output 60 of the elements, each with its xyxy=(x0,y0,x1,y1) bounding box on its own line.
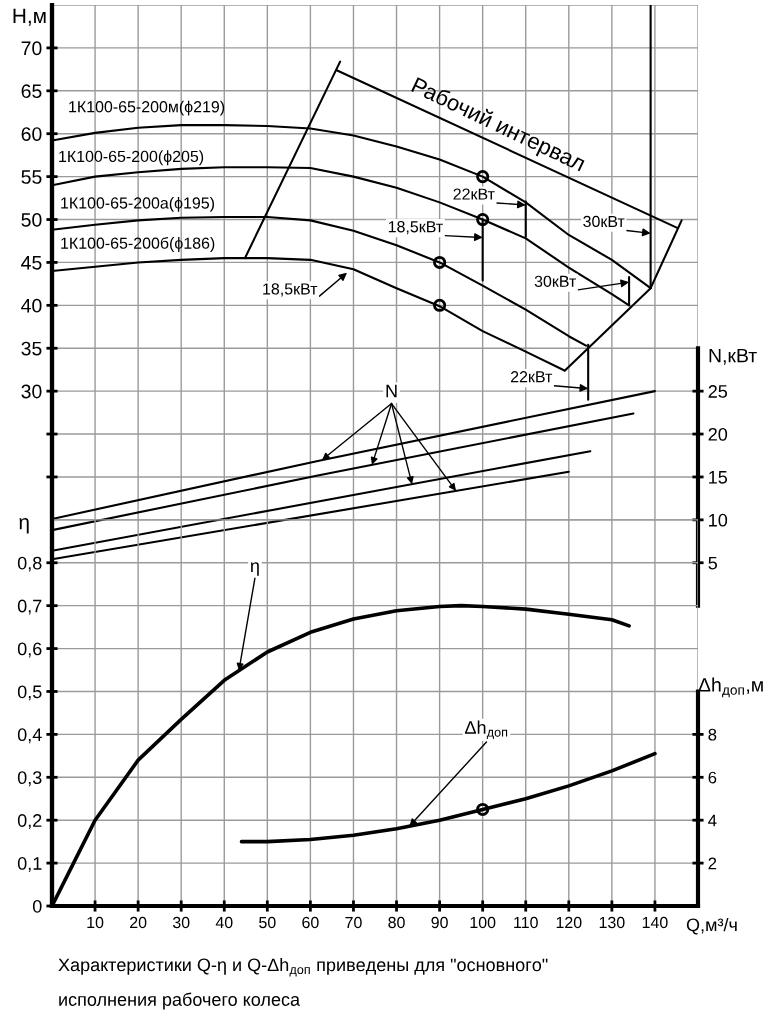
y-tick-label: 65 xyxy=(21,84,42,99)
y-tick-label: 0,1 xyxy=(17,857,42,872)
x-tick-label: 100 xyxy=(470,916,496,929)
y2-tick-label: 5 xyxy=(708,556,718,570)
series-label: 1К100-65-200а(ϕ195) xyxy=(61,196,215,212)
x-tick-label: 140 xyxy=(642,916,668,929)
annotation: 30кВт xyxy=(583,215,625,228)
y-tick-label: 0,7 xyxy=(17,599,42,615)
y-tick-label: 40 xyxy=(21,298,42,313)
y2-axis-title: N,кВт xyxy=(709,348,757,365)
annotation: 22кВт xyxy=(453,188,495,200)
x-tick-label: 130 xyxy=(599,916,625,929)
y-axis-title: η xyxy=(19,518,29,534)
annotation: 22кВт xyxy=(510,371,553,383)
x-tick-label: 70 xyxy=(345,916,362,929)
x-tick-label: 10 xyxy=(87,916,104,929)
y-tick-label: 60 xyxy=(21,127,42,141)
y2-axis-title: Δh$_{доп}$,м xyxy=(698,677,763,698)
y-tick-label: 45 xyxy=(21,256,42,270)
x-tick-label: 80 xyxy=(388,916,405,929)
annotation: 18,5кВт xyxy=(263,283,318,297)
y-tick-label: 0,5 xyxy=(17,685,42,701)
annotation: 30кВт xyxy=(534,275,576,288)
x-tick-label: 30 xyxy=(172,916,190,929)
series-label: 1К100-65-200б(ϕ186) xyxy=(61,236,215,253)
x-tick-label: 40 xyxy=(215,916,233,929)
y2-tick-label: 2 xyxy=(708,857,717,870)
x-tick-label: 20 xyxy=(130,916,147,929)
y-tick-label: 0 xyxy=(32,899,42,913)
text: Δh$_{доп}$ xyxy=(464,720,508,740)
y-tick-label: 0,6 xyxy=(17,642,42,658)
y-tick-label: 0,3 xyxy=(17,771,42,787)
text: N xyxy=(386,384,397,398)
y2-tick-label: 8 xyxy=(708,728,717,741)
y-tick-label: 35 xyxy=(21,341,42,356)
series-label: 1К100-65-200(ϕ205) xyxy=(59,150,204,166)
annotation: 18,5кВт xyxy=(388,221,443,235)
y-tick-label: 70 xyxy=(21,41,42,56)
y2-tick-label: 4 xyxy=(708,814,717,827)
x-tick-label: 60 xyxy=(302,916,319,929)
text: Характеристики Q-η и Q-Δh$_{доп}$ приведены для "основного" исполнения рабочего колеса xyxy=(58,958,548,1010)
y-tick-label: 0,4 xyxy=(17,728,42,744)
y2-tick-label: 20 xyxy=(708,427,728,441)
y2-tick-label: 25 xyxy=(708,385,728,398)
x-tick-label: 110 xyxy=(514,916,538,929)
y-tick-label: 55 xyxy=(21,170,42,184)
y2-tick-label: 15 xyxy=(709,471,728,484)
x-axis-title: Q,м³/ч xyxy=(686,918,737,935)
text: η xyxy=(250,562,259,576)
y2-tick-label: 10 xyxy=(709,513,728,527)
y2-tick-label: 6 xyxy=(708,771,717,784)
y-tick-label: 30 xyxy=(21,384,42,399)
y-tick-label: 50 xyxy=(21,212,42,227)
y-axis-title: H,м xyxy=(13,8,46,26)
y-tick-label: 0,2 xyxy=(17,814,42,830)
x-tick-label: 120 xyxy=(556,916,582,929)
y-tick-label: 0,8 xyxy=(17,556,42,572)
x-tick-label: 50 xyxy=(259,916,276,929)
x-tick-label: 90 xyxy=(431,916,448,929)
series-label: 1К100-65-200м(ϕ219) xyxy=(69,100,225,116)
